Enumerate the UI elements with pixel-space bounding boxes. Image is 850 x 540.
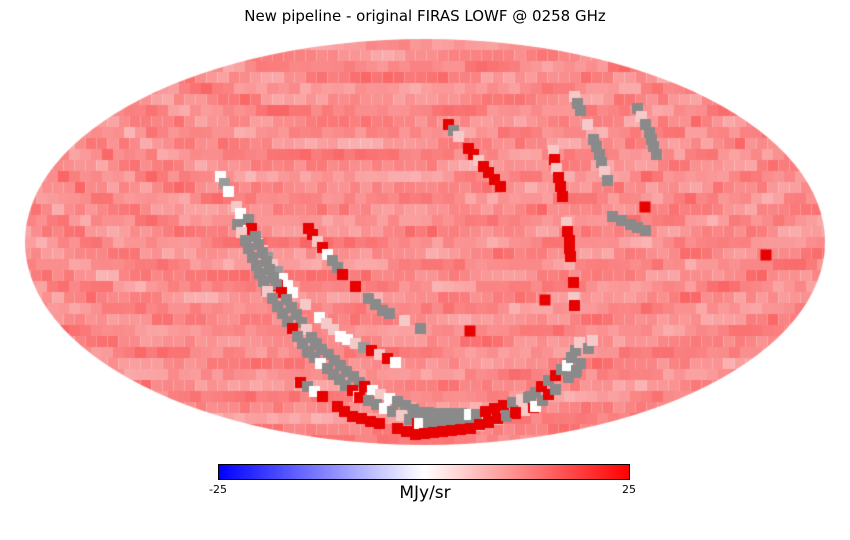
colorbar-tick-max: 25 [622,483,636,496]
sky-map-canvas [0,0,850,460]
colorbar-label: MJy/sr [399,483,451,503]
colorbar-tick-min: -25 [209,483,227,496]
colorbar-gradient [219,465,629,479]
colorbar [218,464,630,480]
